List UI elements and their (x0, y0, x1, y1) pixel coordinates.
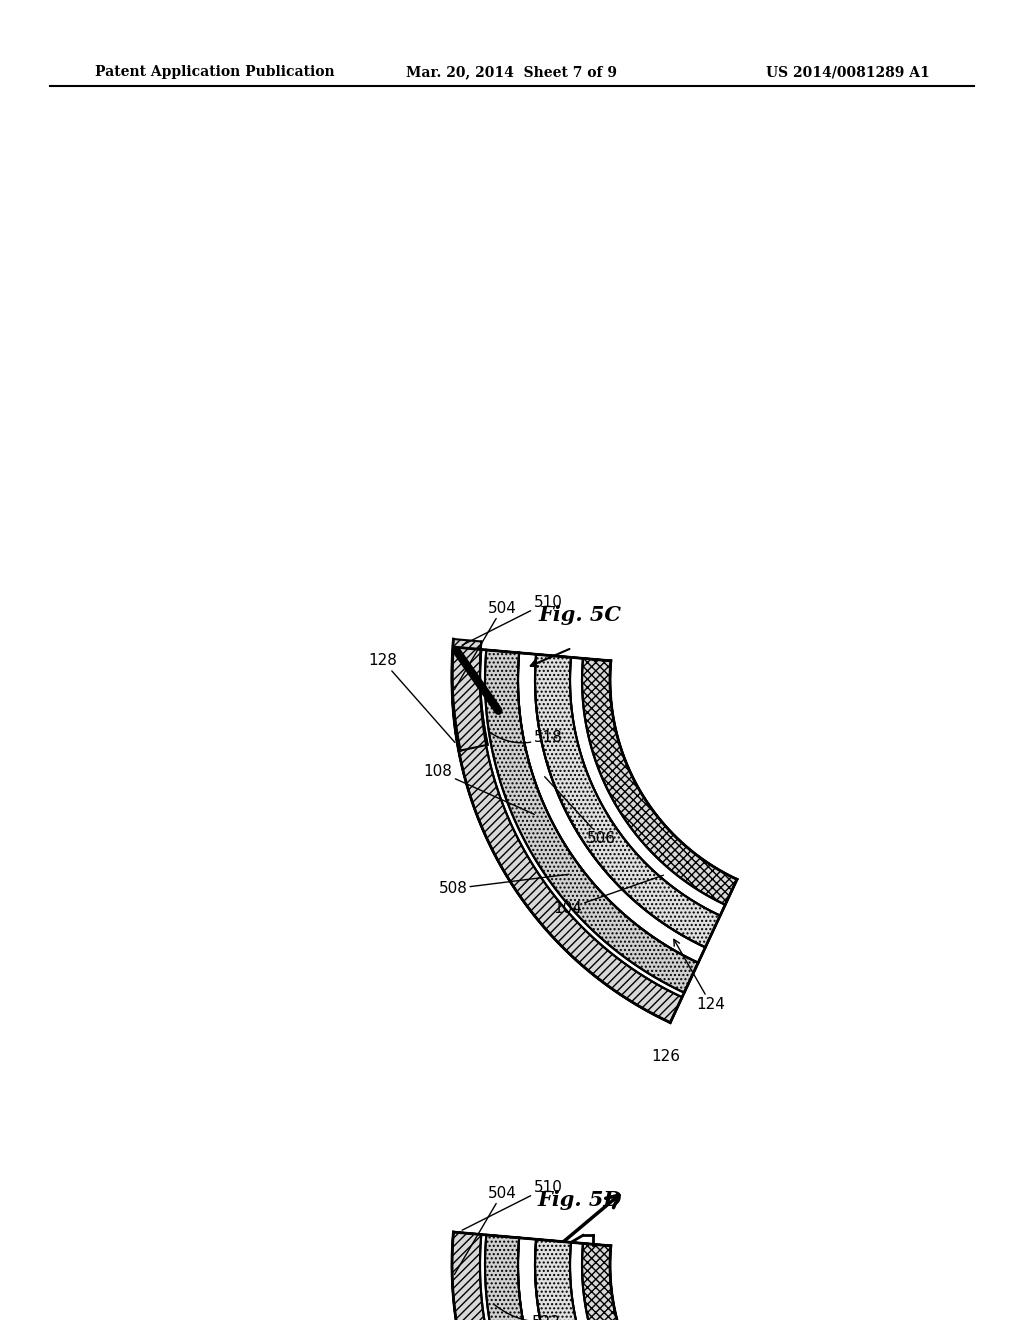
Polygon shape (535, 655, 720, 948)
Polygon shape (452, 647, 737, 1023)
Polygon shape (570, 1242, 725, 1320)
Text: Patent Application Publication: Patent Application Publication (95, 65, 335, 79)
Text: 518: 518 (488, 730, 562, 744)
Text: 504: 504 (455, 1185, 517, 1275)
Polygon shape (518, 653, 706, 962)
Polygon shape (452, 1232, 682, 1320)
Polygon shape (485, 649, 698, 993)
Text: Mar. 20, 2014  Sheet 7 of 9: Mar. 20, 2014 Sheet 7 of 9 (407, 65, 617, 79)
Polygon shape (570, 657, 725, 916)
Polygon shape (452, 1232, 737, 1320)
Polygon shape (582, 659, 737, 904)
Polygon shape (518, 1238, 706, 1320)
Text: Fig. 5D: Fig. 5D (538, 1191, 623, 1210)
Text: 510: 510 (462, 594, 562, 645)
Text: 508: 508 (438, 874, 568, 896)
Text: Fig. 5C: Fig. 5C (539, 605, 622, 624)
Polygon shape (582, 1243, 737, 1320)
Text: 104: 104 (553, 875, 664, 916)
Text: 506: 506 (545, 776, 616, 846)
Text: 126: 126 (651, 1049, 681, 1064)
Polygon shape (485, 1236, 698, 1320)
Text: 504: 504 (455, 601, 517, 689)
Polygon shape (452, 639, 487, 751)
Text: US 2014/0081289 A1: US 2014/0081289 A1 (766, 65, 930, 79)
Text: 128: 128 (369, 653, 455, 743)
Text: 108: 108 (424, 763, 535, 814)
Polygon shape (452, 647, 682, 1023)
Text: 522: 522 (495, 1304, 560, 1320)
Text: 510: 510 (462, 1180, 562, 1230)
Polygon shape (535, 1239, 720, 1320)
Text: 124: 124 (674, 940, 725, 1012)
